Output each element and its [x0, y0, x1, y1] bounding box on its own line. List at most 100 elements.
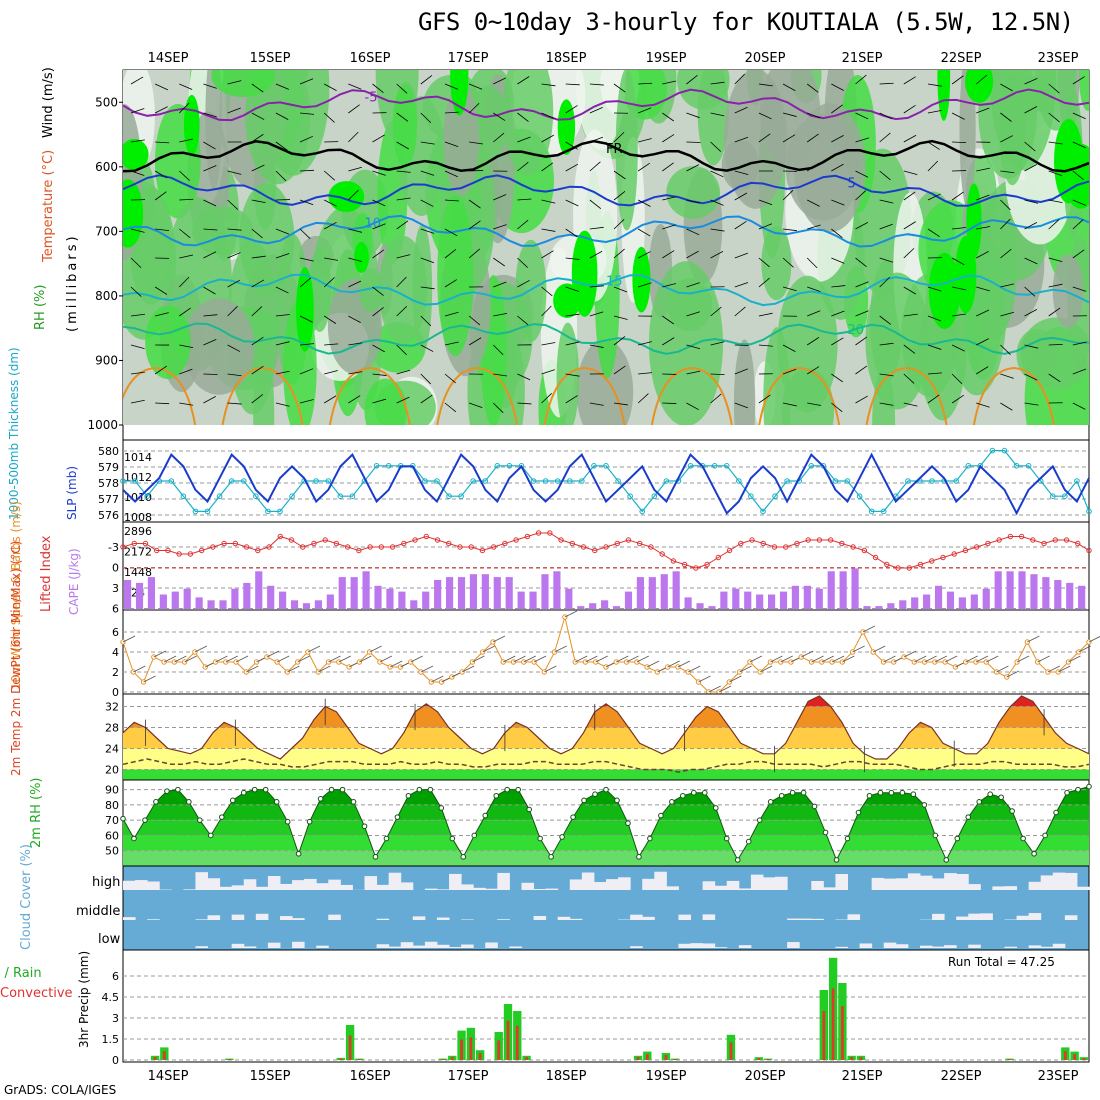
- cloud-bar: [714, 885, 728, 890]
- wind-barb: [1048, 199, 1063, 203]
- cloud-bar: [279, 883, 293, 890]
- thickness-point: [530, 478, 537, 484]
- cape-bar: [541, 574, 549, 609]
- wind-barb: [1024, 373, 1038, 381]
- wind-barb: [1024, 106, 1038, 114]
- wind-barb: [468, 102, 480, 114]
- li-point: [333, 540, 340, 547]
- wind-barb-10m: [276, 655, 290, 663]
- cloud-panel: Cloud Cover (%) high middle low: [19, 844, 1090, 951]
- wind-barb: [1072, 402, 1086, 410]
- li-point: [378, 544, 385, 550]
- wind-barb: [203, 373, 218, 375]
- wind-barb: [227, 279, 241, 288]
- cloud-bar: [593, 882, 607, 890]
- thickness-point: [434, 478, 440, 484]
- rh-point: [811, 803, 818, 810]
- wind-barb: [613, 170, 626, 180]
- wind-barb: [807, 286, 821, 293]
- wind-barb: [444, 311, 459, 317]
- rh-point: [438, 805, 445, 811]
- cloud-bar: [497, 872, 510, 890]
- wind-barb: [879, 223, 893, 230]
- thickness-point: [446, 493, 452, 500]
- cloud-bar: [461, 944, 474, 948]
- wind-barb: [348, 83, 362, 90]
- wind-barb: [879, 199, 894, 204]
- wind-barb: [179, 344, 194, 349]
- cloud-bar: [944, 873, 957, 890]
- wind-barb: [299, 78, 314, 85]
- wind-barb: [396, 276, 407, 288]
- wind-barb: [710, 170, 724, 178]
- ylabel-precip: 3hr Precip (mm): [77, 951, 91, 1048]
- wind-barb: [444, 141, 459, 147]
- wind-barb-10m: [770, 655, 783, 663]
- rh-point: [471, 832, 478, 839]
- cape-bar: [1006, 571, 1014, 609]
- wind-barb: [251, 394, 264, 404]
- rh-point: [559, 834, 565, 840]
- thickness-point: [373, 463, 380, 469]
- wind-barb: [372, 307, 384, 317]
- rh-point: [482, 812, 489, 819]
- precip-run-total: Run Total = 47.25: [948, 955, 1055, 969]
- thickness-point: [615, 478, 621, 484]
- li-point: [176, 551, 182, 557]
- wind-barb: [758, 83, 773, 87]
- rh-point: [515, 786, 521, 793]
- li-point: [614, 540, 620, 547]
- cloud-bar: [919, 875, 933, 890]
- date-label-top: 14SEP: [148, 51, 189, 66]
- wind-barb: [154, 286, 168, 295]
- rh-point: [339, 786, 346, 793]
- wind-barb: [179, 228, 191, 239]
- wind-barb: [468, 220, 481, 230]
- ylabel-wind: Wind (m/s): [41, 67, 56, 138]
- wind-barb-10m: [616, 655, 629, 663]
- cloud-bar: [581, 872, 595, 890]
- cloud-bar: [1064, 915, 1078, 920]
- cloud-bar: [726, 880, 740, 890]
- wind-barb: [1000, 402, 1013, 411]
- li-point: [783, 544, 789, 550]
- warm-contour: [972, 366, 1055, 425]
- wind-barb-10m: [133, 665, 146, 673]
- wind-barb: [686, 75, 698, 85]
- wind-barb: [469, 141, 484, 145]
- wind-barb-10m: [410, 655, 423, 663]
- wind-barb: [517, 161, 529, 172]
- wind-barb: [613, 248, 625, 259]
- rh-point: [548, 854, 554, 860]
- thickness-point: [856, 493, 863, 500]
- cape-bar: [124, 579, 132, 609]
- wind-barb: [227, 107, 241, 114]
- rh-point: [647, 835, 653, 842]
- cloud-bar: [219, 886, 233, 890]
- rh-point: [186, 799, 192, 805]
- wind-barb-10m: [235, 655, 249, 663]
- wind-barb: [251, 164, 265, 172]
- cape-bar: [553, 571, 561, 609]
- cape-bar: [517, 591, 525, 609]
- wind-barb: [807, 224, 821, 230]
- wind-barb: [613, 219, 625, 230]
- wind-barb: [662, 224, 676, 230]
- li-point: [749, 537, 755, 543]
- li-point: [490, 544, 497, 550]
- rh-patch: [1020, 317, 1089, 390]
- wind-barb: [1024, 164, 1038, 172]
- thickness-point: [591, 463, 597, 469]
- precip-panel: 0 1.5 3 4.5 6 Run Total = 47.25 3hr Precip (…: [0, 949, 1090, 1067]
- wind-barb: [806, 257, 818, 269]
- wind-barb: [589, 107, 603, 114]
- rh-point: [1086, 783, 1092, 790]
- wind-barb: [517, 219, 529, 230]
- rh-point: [756, 817, 763, 823]
- li-point: [547, 530, 553, 536]
- wind-barb: [976, 286, 990, 292]
- date-label-bottom: 14SEP: [148, 1069, 189, 1084]
- wind-barb: [203, 141, 216, 150]
- wind-barb: [324, 199, 337, 207]
- wind-barb-10m: [328, 655, 341, 663]
